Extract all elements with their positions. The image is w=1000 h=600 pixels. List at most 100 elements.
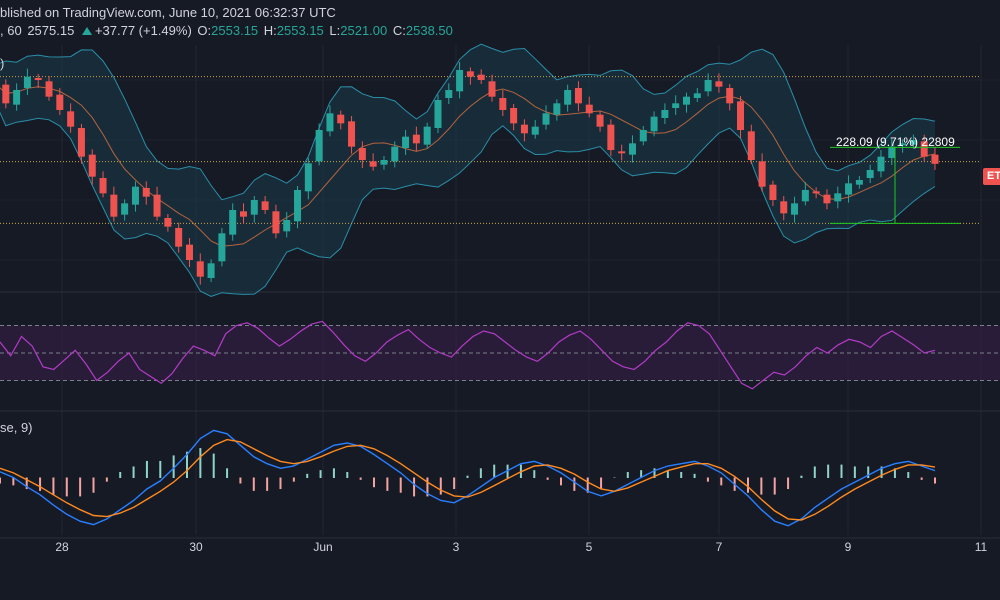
macd-hist-44: [586, 477, 589, 493]
candle-body-25: [261, 201, 269, 210]
candle-body-49: [520, 124, 528, 134]
candle-body-8: [77, 128, 85, 157]
candle-body-79: [845, 183, 853, 195]
candle-body-17: [175, 228, 183, 247]
measure-tool: [830, 146, 960, 224]
macd-hist-59: [787, 477, 790, 490]
macd-hist-8: [105, 477, 108, 482]
published-line: blished on TradingView.com, June 10, 202…: [0, 5, 336, 20]
macd-hist-65: [867, 466, 870, 478]
macd-pane: [0, 429, 936, 527]
x-tick-label-6: 9: [845, 540, 852, 554]
macd-hist-5: [65, 477, 68, 497]
up-triangle-icon: [81, 27, 92, 35]
macd-hist-30: [399, 477, 402, 493]
macd-hist-26: [346, 471, 349, 478]
macd-hist-58: [773, 477, 776, 495]
candle-body-78: [834, 193, 842, 202]
close-label: C:: [392, 23, 406, 38]
candle-body-7: [67, 111, 75, 127]
candle-body-53: [564, 90, 572, 105]
macd-hist-50: [666, 470, 669, 478]
candle-body-24: [250, 200, 258, 215]
macd-hist-23: [306, 473, 309, 478]
macd-hist-15: [199, 448, 202, 478]
macd-hist-20: [266, 477, 269, 491]
candle-body-71: [758, 161, 766, 187]
x-axis: 28 30 Jun 3 5 7 9 11: [55, 540, 987, 554]
rsi-line-path: [0, 320, 936, 390]
low-value: 2521.00: [340, 23, 388, 38]
candle-body-4: [34, 78, 42, 80]
candle-body-42: [445, 90, 453, 98]
high-value: 2553.15: [276, 23, 324, 38]
macd-hist-70: [934, 477, 936, 484]
macd-hist-42: [560, 477, 562, 486]
candle-body-33: [348, 121, 356, 147]
candle-body-30: [315, 130, 323, 162]
candle-body-56: [596, 114, 604, 127]
macd-hist-63: [840, 464, 843, 478]
macd-hist-37: [493, 464, 496, 478]
price-tag: ET: [983, 168, 1000, 185]
candle-body-47: [499, 98, 507, 110]
x-tick-label-3: 3: [453, 540, 460, 554]
candlesticks: [2, 62, 939, 285]
bb-fill: [0, 44, 935, 297]
candle-body-66: [704, 80, 712, 92]
macd-hist-31: [413, 477, 416, 497]
macd-hist-11: [145, 460, 148, 478]
candle-body-43: [456, 70, 464, 92]
candle-body-73: [780, 201, 788, 214]
macd-hist-60: [800, 475, 803, 478]
macd-hist-2: [25, 477, 28, 490]
macd-hist-16: [212, 453, 215, 478]
open-value: 2553.15: [211, 23, 259, 38]
macd-hist-64: [853, 466, 856, 478]
macd-hist-67: [893, 468, 896, 478]
signal-line: [0, 438, 936, 521]
candle-body-16: [164, 218, 172, 227]
candle-body-39: [412, 134, 420, 144]
candle-body-22: [229, 210, 237, 235]
candle-body-44: [466, 71, 474, 77]
macd-hist-68: [907, 471, 910, 478]
candle-body-6: [56, 94, 64, 110]
candle-body-84: [899, 143, 907, 146]
candle-body-65: [693, 93, 701, 98]
candle-body-81: [866, 170, 874, 178]
bb-legend: ): [0, 56, 5, 71]
close-value: 2538.50: [405, 23, 453, 38]
candle-body-29: [304, 163, 312, 192]
macd-hist-61: [813, 466, 816, 478]
low-label: L:: [329, 23, 341, 38]
candle-body-76: [812, 191, 820, 194]
candle-body-60: [639, 130, 647, 142]
candle-body-85: [909, 140, 917, 145]
candle-body-34: [358, 148, 366, 160]
candle-body-55: [585, 104, 593, 114]
bollinger-bands: [0, 43, 936, 297]
candle-body-5: [45, 81, 53, 97]
macd-line: [0, 429, 936, 527]
macd-hist-34: [453, 477, 456, 490]
measure-label: 228.09 (9.71%) 22809: [836, 135, 955, 149]
macd-hist-69: [920, 477, 923, 480]
candle-body-46: [488, 81, 496, 97]
price-change: +37.77 (+1.49%): [94, 23, 192, 38]
macd-hist-62: [827, 464, 830, 478]
macd-hist-7: [92, 477, 95, 493]
candle-body-83: [888, 146, 896, 158]
macd-hist-22: [292, 477, 295, 482]
candle-body-10: [99, 178, 107, 194]
candle-body-12: [121, 203, 129, 215]
candle-body-72: [769, 184, 777, 200]
candle-body-14: [142, 188, 150, 197]
macd-hist-48: [640, 470, 643, 478]
macd-hist-27: [359, 477, 362, 480]
macd-hist-19: [252, 477, 255, 491]
macd-hist-25: [332, 468, 335, 478]
macd-hist-33: [439, 477, 442, 495]
macd-hist-9: [119, 471, 122, 478]
